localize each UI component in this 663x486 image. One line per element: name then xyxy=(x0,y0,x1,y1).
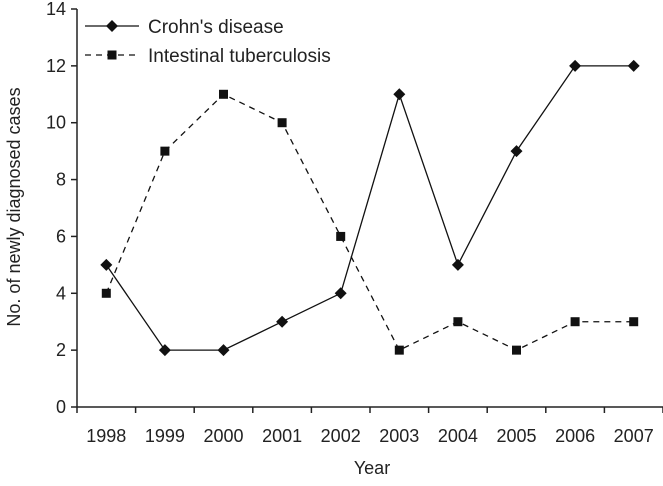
series-group xyxy=(100,59,640,357)
x-tick-label: 2002 xyxy=(321,426,361,446)
series-crohns-disease xyxy=(100,59,640,357)
series-intestinal-tuberculosis xyxy=(101,89,639,355)
legend-label: Intestinal tuberculosis xyxy=(148,46,331,67)
y-tick-label: 2 xyxy=(56,340,66,360)
data-point-square xyxy=(219,89,228,99)
series-line xyxy=(105,93,634,352)
x-tick-label: 2004 xyxy=(438,426,478,446)
data-point-diamond xyxy=(393,88,406,101)
legend-marker-diamond xyxy=(106,20,118,32)
data-point-diamond xyxy=(100,258,113,271)
x-tick-label: 2003 xyxy=(379,426,419,446)
data-point-diamond xyxy=(451,258,464,271)
x-tick-label: 2006 xyxy=(555,426,595,446)
data-point-square xyxy=(160,146,170,156)
data-point-square xyxy=(394,345,404,355)
legend-label: Crohn's disease xyxy=(148,17,284,38)
data-point-diamond xyxy=(217,344,230,357)
legend: Crohn's disease Intestinal tuberculosis xyxy=(85,17,331,67)
y-tick-label: 12 xyxy=(46,56,66,76)
axes: 0 2 4 6 8 10 12 14 1998 1999 2000 2001 2002 2003 2004 2… xyxy=(46,0,663,446)
data-point-square xyxy=(570,317,580,327)
x-tick-label: 2005 xyxy=(496,426,536,446)
data-point-diamond xyxy=(569,59,582,72)
x-tick-label: 2007 xyxy=(614,426,654,446)
y-tick-label: 10 xyxy=(46,113,66,133)
data-point-square xyxy=(629,317,639,327)
series-line xyxy=(105,65,634,351)
data-point-square xyxy=(277,118,287,128)
y-tick-label: 14 xyxy=(46,0,66,19)
data-point-square xyxy=(512,345,521,355)
y-tick-label: 6 xyxy=(56,226,66,246)
x-tick-label: 1998 xyxy=(86,426,126,446)
x-tick-label: 2001 xyxy=(262,426,302,446)
data-point-diamond xyxy=(334,287,347,300)
x-tick-label: 2000 xyxy=(203,426,243,446)
y-tick-label: 4 xyxy=(56,283,66,303)
y-tick-label: 8 xyxy=(56,170,66,190)
data-point-square xyxy=(453,317,463,327)
data-point-diamond xyxy=(510,145,523,158)
x-axis-title: Year xyxy=(354,458,390,478)
y-tick-label: 0 xyxy=(56,397,66,417)
data-point-square xyxy=(336,231,346,241)
data-point-diamond xyxy=(276,315,289,328)
y-axis-title: No. of newly diagnosed cases xyxy=(4,87,24,326)
data-point-diamond xyxy=(158,344,171,357)
data-point-diamond xyxy=(627,59,640,72)
x-tick-label: 1999 xyxy=(145,426,185,446)
legend-marker-square xyxy=(107,50,117,60)
data-point-square xyxy=(101,288,111,298)
